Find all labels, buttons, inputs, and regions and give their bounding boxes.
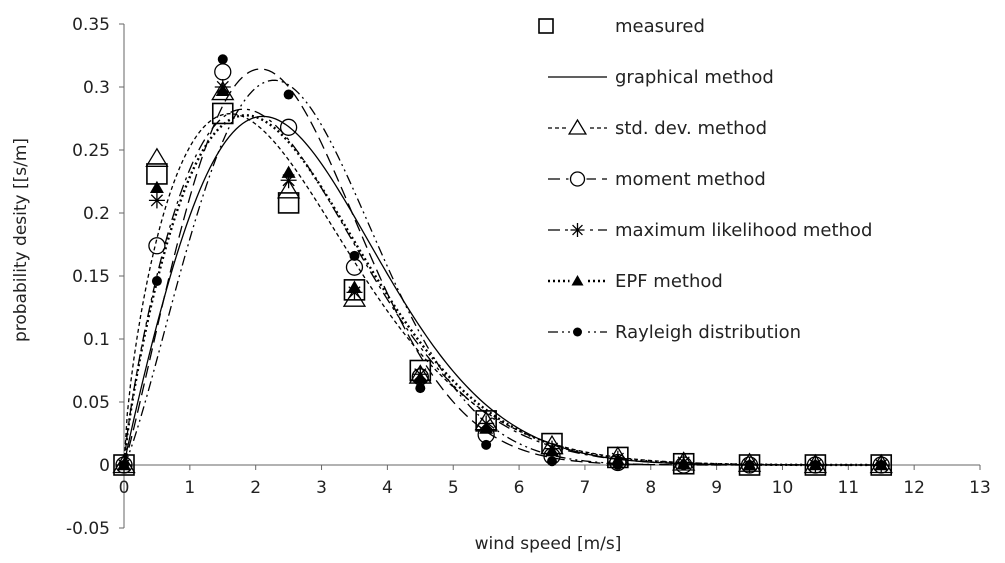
series-2-point	[145, 147, 169, 167]
x-tick-label: 7	[580, 478, 591, 498]
x-tick-label: 3	[316, 478, 327, 498]
legend-marker	[571, 275, 584, 286]
legend-label: moment method	[615, 169, 766, 190]
y-tick-label: -0.05	[66, 519, 110, 539]
legend-marker	[573, 327, 582, 337]
legend-label: measured	[615, 16, 705, 37]
series-6-point	[151, 276, 162, 287]
tick-labels: 0 1 2 3 4 5 6 7 8 9 10 11 12 13-0.0500.050.10.150.20.…	[66, 15, 991, 539]
series-3-point	[148, 237, 166, 255]
legend-label: std. dev. method	[615, 118, 767, 139]
series-5-point	[479, 421, 494, 434]
legend-item-1: graphical method	[548, 67, 774, 88]
legend-label: graphical method	[615, 67, 774, 88]
curves	[122, 68, 882, 467]
series-line-5	[122, 114, 882, 467]
legend-label: maximum likelihood method	[615, 220, 872, 241]
series-5-point	[281, 165, 296, 178]
legend-marker	[567, 118, 588, 135]
legend-marker	[570, 223, 585, 237]
y-tick-label: 0	[99, 456, 110, 476]
x-tick-label: 10	[772, 478, 794, 498]
series-6-point	[547, 456, 557, 467]
y-tick-label: 0.1	[83, 330, 110, 350]
series-3-point	[214, 63, 232, 81]
series-3-point	[345, 258, 364, 276]
legend-item-0: measured	[538, 16, 705, 37]
x-tick-label: 12	[903, 478, 925, 498]
series-line-2	[123, 113, 882, 466]
x-tick-label: 6	[514, 478, 525, 498]
series-5-point	[149, 180, 164, 194]
series-6-point	[744, 460, 755, 470]
legend-item-3: moment method	[548, 169, 766, 190]
series-5-point	[413, 371, 428, 384]
x-tick-label: 4	[382, 478, 393, 498]
y-tick-label: 0.3	[83, 78, 110, 98]
x-tick-label: 8	[645, 478, 656, 498]
markers	[112, 54, 893, 476]
series-line-1	[123, 115, 882, 466]
legend: measured graphical method std. dev. method…	[538, 16, 872, 343]
x-tick-label: 0	[119, 478, 130, 498]
y-tick-label: 0.35	[72, 15, 110, 35]
x-axis-label: wind speed [m/s]	[475, 534, 622, 554]
series-line-4	[123, 108, 882, 466]
series-6-point	[481, 439, 492, 450]
legend-label: EPF method	[615, 271, 723, 292]
legend-marker	[538, 18, 554, 34]
series-6-point	[283, 89, 294, 100]
y-axis-label: probability desity [[s/m]	[11, 138, 31, 342]
series-5-point	[545, 444, 559, 457]
series-0-point	[277, 192, 300, 214]
series-6-point	[678, 460, 689, 470]
series-6-point	[415, 383, 426, 394]
y-tick-label: 0.15	[72, 267, 110, 287]
legend-marker	[569, 171, 586, 187]
legend-item-6: Rayleigh distribution	[548, 322, 801, 343]
legend-item-4: maximum likelihood method	[548, 220, 872, 241]
y-tick-label: 0.05	[72, 393, 110, 413]
legend-item-2: std. dev. method	[548, 118, 767, 139]
x-tick-label: 13	[969, 478, 991, 498]
series-6-point	[349, 250, 360, 261]
x-tick-label: 9	[711, 478, 722, 498]
series-0-point	[211, 102, 234, 125]
series-3-point	[279, 118, 298, 136]
legend-label: Rayleigh distribution	[615, 322, 801, 343]
series-line-6	[123, 79, 882, 466]
series-6-point	[876, 460, 887, 470]
series-6-point	[612, 460, 623, 470]
x-tick-label: 5	[448, 478, 459, 498]
series-6-point	[810, 460, 821, 470]
series-6-point	[119, 460, 129, 470]
x-tick-label: 2	[250, 478, 261, 498]
y-tick-label: 0.2	[83, 204, 110, 224]
x-tick-label: 1	[184, 478, 195, 498]
series-6-point	[217, 54, 228, 65]
series-5-point	[215, 83, 230, 97]
series-2-point	[276, 179, 301, 199]
series-2-point	[211, 80, 235, 101]
series-4-point	[148, 192, 165, 209]
x-tick-label: 11	[837, 478, 859, 498]
series-5-point	[347, 280, 362, 293]
y-tick-label: 0.25	[72, 141, 110, 161]
legend-item-5: EPF method	[548, 271, 723, 292]
